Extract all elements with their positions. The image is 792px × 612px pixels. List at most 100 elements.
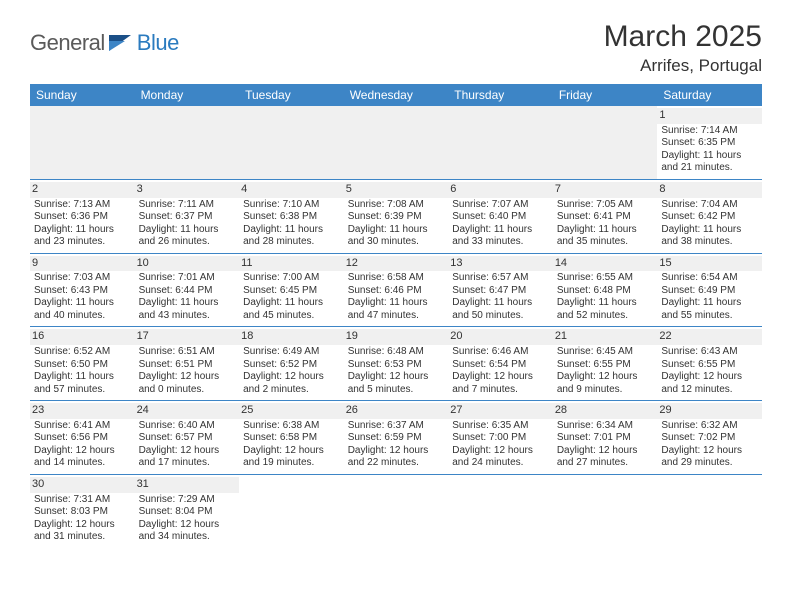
day-sunrise: Sunrise: 7:31 AM [34, 494, 131, 507]
day-sunset: Sunset: 6:51 PM [139, 359, 236, 372]
calendar-cell: 2Sunrise: 7:13 AMSunset: 6:36 PMDaylight… [30, 179, 135, 253]
header-row: General Blue March 2025 Arrifes, Portuga… [30, 20, 762, 76]
calendar-cell: 4Sunrise: 7:10 AMSunset: 6:38 PMDaylight… [239, 179, 344, 253]
calendar-cell: 5Sunrise: 7:08 AMSunset: 6:39 PMDaylight… [344, 179, 449, 253]
day-sunset: Sunset: 6:43 PM [34, 285, 131, 298]
calendar-cell: 27Sunrise: 6:35 AMSunset: 7:00 PMDayligh… [448, 401, 553, 475]
day-daylight: Daylight: 11 hours and 35 minutes. [557, 224, 654, 249]
day-number: 25 [239, 403, 344, 419]
calendar-cell [30, 106, 135, 179]
day-sunset: Sunset: 6:38 PM [243, 211, 340, 224]
day-sunset: Sunset: 6:46 PM [348, 285, 445, 298]
calendar-page: General Blue March 2025 Arrifes, Portuga… [0, 0, 792, 558]
day-sunset: Sunset: 6:59 PM [348, 432, 445, 445]
calendar-cell: 11Sunrise: 7:00 AMSunset: 6:45 PMDayligh… [239, 253, 344, 327]
calendar-cell: 17Sunrise: 6:51 AMSunset: 6:51 PMDayligh… [135, 327, 240, 401]
day-sunrise: Sunrise: 6:32 AM [661, 420, 758, 433]
calendar-cell: 6Sunrise: 7:07 AMSunset: 6:40 PMDaylight… [448, 179, 553, 253]
day-sunset: Sunset: 6:49 PM [661, 285, 758, 298]
calendar-week: 2Sunrise: 7:13 AMSunset: 6:36 PMDaylight… [30, 179, 762, 253]
calendar-week: 30Sunrise: 7:31 AMSunset: 8:03 PMDayligh… [30, 474, 762, 547]
day-number: 17 [135, 329, 240, 345]
day-number: 12 [344, 256, 449, 272]
day-number: 14 [553, 256, 658, 272]
calendar-cell [135, 106, 240, 179]
day-number: 3 [135, 182, 240, 198]
calendar-cell [448, 106, 553, 179]
day-sunset: Sunset: 6:42 PM [661, 211, 758, 224]
calendar-cell [239, 106, 344, 179]
calendar-cell: 29Sunrise: 6:32 AMSunset: 7:02 PMDayligh… [657, 401, 762, 475]
day-daylight: Daylight: 11 hours and 28 minutes. [243, 224, 340, 249]
day-sunset: Sunset: 6:36 PM [34, 211, 131, 224]
day-number: 18 [239, 329, 344, 345]
day-number: 26 [344, 403, 449, 419]
day-number: 6 [448, 182, 553, 198]
calendar-cell: 20Sunrise: 6:46 AMSunset: 6:54 PMDayligh… [448, 327, 553, 401]
calendar-cell: 7Sunrise: 7:05 AMSunset: 6:41 PMDaylight… [553, 179, 658, 253]
day-number: 4 [239, 182, 344, 198]
calendar-cell: 31Sunrise: 7:29 AMSunset: 8:04 PMDayligh… [135, 474, 240, 547]
calendar-cell [553, 106, 658, 179]
day-sunrise: Sunrise: 7:11 AM [139, 199, 236, 212]
day-number: 9 [30, 256, 135, 272]
calendar-table: SundayMondayTuesdayWednesdayThursdayFrid… [30, 84, 762, 548]
calendar-head: SundayMondayTuesdayWednesdayThursdayFrid… [30, 84, 762, 106]
day-number: 28 [553, 403, 658, 419]
brand-part1: General [30, 30, 105, 56]
day-sunset: Sunset: 6:56 PM [34, 432, 131, 445]
calendar-cell: 18Sunrise: 6:49 AMSunset: 6:52 PMDayligh… [239, 327, 344, 401]
day-daylight: Daylight: 11 hours and 23 minutes. [34, 224, 131, 249]
day-sunrise: Sunrise: 7:13 AM [34, 199, 131, 212]
day-number: 30 [30, 477, 135, 493]
day-sunrise: Sunrise: 7:14 AM [661, 125, 758, 138]
day-sunset: Sunset: 6:55 PM [557, 359, 654, 372]
day-number: 11 [239, 256, 344, 272]
day-sunset: Sunset: 6:41 PM [557, 211, 654, 224]
day-daylight: Daylight: 11 hours and 38 minutes. [661, 224, 758, 249]
calendar-cell [344, 474, 449, 547]
day-number: 27 [448, 403, 553, 419]
day-sunset: Sunset: 6:45 PM [243, 285, 340, 298]
day-sunset: Sunset: 6:50 PM [34, 359, 131, 372]
day-sunrise: Sunrise: 7:03 AM [34, 272, 131, 285]
day-header: Friday [553, 84, 658, 106]
day-sunrise: Sunrise: 6:58 AM [348, 272, 445, 285]
day-sunrise: Sunrise: 7:07 AM [452, 199, 549, 212]
day-daylight: Daylight: 12 hours and 2 minutes. [243, 371, 340, 396]
day-number: 31 [135, 477, 240, 493]
day-daylight: Daylight: 11 hours and 57 minutes. [34, 371, 131, 396]
day-number: 15 [657, 256, 762, 272]
calendar-week: 1Sunrise: 7:14 AMSunset: 6:35 PMDaylight… [30, 106, 762, 179]
day-sunset: Sunset: 6:55 PM [661, 359, 758, 372]
calendar-cell: 26Sunrise: 6:37 AMSunset: 6:59 PMDayligh… [344, 401, 449, 475]
day-sunrise: Sunrise: 6:57 AM [452, 272, 549, 285]
day-sunrise: Sunrise: 7:01 AM [139, 272, 236, 285]
day-sunrise: Sunrise: 6:52 AM [34, 346, 131, 359]
calendar-cell: 28Sunrise: 6:34 AMSunset: 7:01 PMDayligh… [553, 401, 658, 475]
month-title: March 2025 [604, 20, 762, 54]
day-daylight: Daylight: 12 hours and 31 minutes. [34, 519, 131, 544]
calendar-cell: 19Sunrise: 6:48 AMSunset: 6:53 PMDayligh… [344, 327, 449, 401]
calendar-cell [553, 474, 658, 547]
calendar-cell: 25Sunrise: 6:38 AMSunset: 6:58 PMDayligh… [239, 401, 344, 475]
day-daylight: Daylight: 11 hours and 40 minutes. [34, 297, 131, 322]
day-sunrise: Sunrise: 6:37 AM [348, 420, 445, 433]
day-sunset: Sunset: 6:40 PM [452, 211, 549, 224]
day-header: Tuesday [239, 84, 344, 106]
title-block: March 2025 Arrifes, Portugal [604, 20, 762, 76]
day-sunrise: Sunrise: 7:04 AM [661, 199, 758, 212]
day-number: 13 [448, 256, 553, 272]
day-sunrise: Sunrise: 7:05 AM [557, 199, 654, 212]
calendar-cell: 21Sunrise: 6:45 AMSunset: 6:55 PMDayligh… [553, 327, 658, 401]
day-sunrise: Sunrise: 6:35 AM [452, 420, 549, 433]
calendar-cell [239, 474, 344, 547]
calendar-cell [448, 474, 553, 547]
day-daylight: Daylight: 11 hours and 21 minutes. [661, 150, 758, 175]
day-daylight: Daylight: 12 hours and 29 minutes. [661, 445, 758, 470]
day-sunset: Sunset: 7:01 PM [557, 432, 654, 445]
day-header: Thursday [448, 84, 553, 106]
day-daylight: Daylight: 11 hours and 33 minutes. [452, 224, 549, 249]
calendar-cell: 22Sunrise: 6:43 AMSunset: 6:55 PMDayligh… [657, 327, 762, 401]
calendar-cell: 23Sunrise: 6:41 AMSunset: 6:56 PMDayligh… [30, 401, 135, 475]
